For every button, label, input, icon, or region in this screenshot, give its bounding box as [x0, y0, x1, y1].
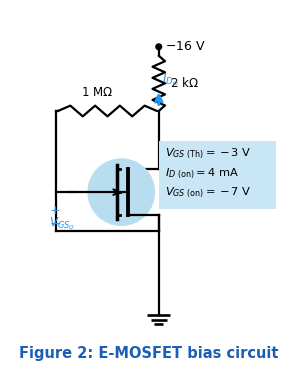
Text: $I_{D_Q}$: $I_{D_Q}$: [162, 71, 179, 88]
Text: $-$: $-$: [49, 216, 61, 229]
Text: $+$: $+$: [49, 204, 60, 217]
Text: Figure 2: E-MOSFET bias circuit: Figure 2: E-MOSFET bias circuit: [19, 346, 278, 361]
Text: $-16\ \mathrm{V}$: $-16\ \mathrm{V}$: [165, 40, 206, 53]
Text: $V_{GS_Q}$: $V_{GS_Q}$: [49, 215, 75, 232]
Text: $I_{D\ \mathrm{(on)}} = 4\ \mathrm{mA}$: $I_{D\ \mathrm{(on)}} = 4\ \mathrm{mA}$: [165, 166, 239, 181]
Text: $2\ \mathrm{k\Omega}$: $2\ \mathrm{k\Omega}$: [170, 76, 199, 90]
FancyBboxPatch shape: [159, 141, 277, 209]
Text: $V_{GS\ \mathrm{(Th)}} = -3\ \mathrm{V}$: $V_{GS\ \mathrm{(Th)}} = -3\ \mathrm{V}$: [165, 147, 252, 161]
Circle shape: [87, 158, 155, 226]
Circle shape: [156, 44, 162, 50]
Text: $1\ \mathrm{M\Omega}$: $1\ \mathrm{M\Omega}$: [81, 86, 113, 99]
Text: $V_{GS\ \mathrm{(on)}} = -7\ \mathrm{V}$: $V_{GS\ \mathrm{(on)}} = -7\ \mathrm{V}$: [165, 186, 252, 200]
